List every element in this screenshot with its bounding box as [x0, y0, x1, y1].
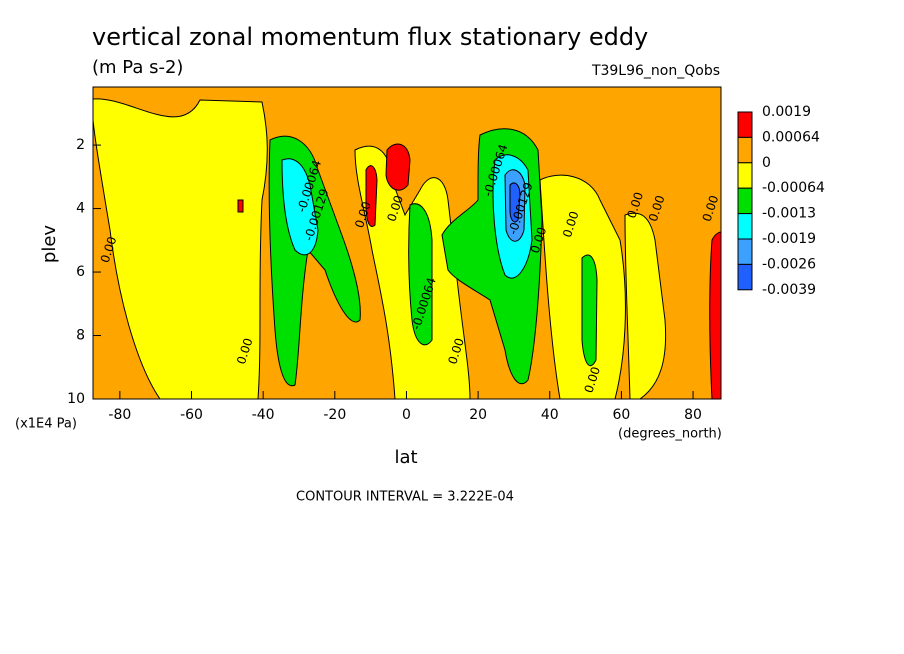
chart-title: vertical zonal momentum flux stationary … — [92, 23, 648, 51]
x-tick-label: 20 — [469, 407, 487, 423]
x-tick-label: -40 — [252, 407, 275, 423]
colorbar-label: 0 — [762, 155, 771, 171]
colorbar-label: 0.0019 — [762, 104, 811, 120]
contour-interval: CONTOUR INTERVAL = 3.222E-04 — [296, 490, 514, 505]
plot-area — [92, 86, 722, 400]
plot-frame — [92, 86, 722, 400]
y-tick-label: 4 — [76, 201, 85, 217]
y-tick-label: 10 — [67, 391, 85, 407]
x-tick-label: 0 — [402, 407, 411, 423]
colorbar-box — [737, 213, 753, 240]
chart-subtitle: (m Pa s-2) — [92, 57, 183, 78]
colorbar-label: 0.00064 — [762, 129, 820, 145]
dataset-label: T39L96_non_Qobs — [591, 63, 720, 79]
x-axis-label: lat — [394, 447, 417, 468]
colorbar-label: -0.0026 — [762, 256, 816, 272]
x-tick-label: -20 — [323, 407, 346, 423]
colorbar-box — [737, 111, 753, 138]
x-tick-label: 40 — [541, 407, 559, 423]
x-units: (degrees_north) — [618, 427, 722, 442]
x-tick-label: -80 — [108, 407, 131, 423]
x-tick-label: 80 — [684, 407, 702, 423]
colorbar-box — [737, 136, 753, 164]
colorbar-box — [737, 238, 753, 265]
colorbar-box — [737, 162, 753, 189]
y-tick-label: 6 — [76, 264, 85, 280]
colorbar-label: -0.0019 — [762, 231, 816, 247]
x-tick-label: 60 — [612, 407, 630, 423]
x-tick-label: -60 — [180, 407, 203, 423]
colorbar-label: -0.0013 — [762, 206, 816, 222]
y-units: (x1E4 Pa) — [15, 417, 77, 432]
colorbar-label: -0.0039 — [762, 282, 816, 298]
y-tick-label: 8 — [76, 328, 85, 344]
y-tick-label: 2 — [76, 137, 85, 153]
contour-fill — [93, 87, 721, 399]
colorbar-box — [737, 187, 753, 215]
y-axis-label: plev — [39, 225, 60, 264]
colorbar-label: -0.00064 — [762, 180, 825, 196]
colorbar-box — [737, 263, 753, 291]
